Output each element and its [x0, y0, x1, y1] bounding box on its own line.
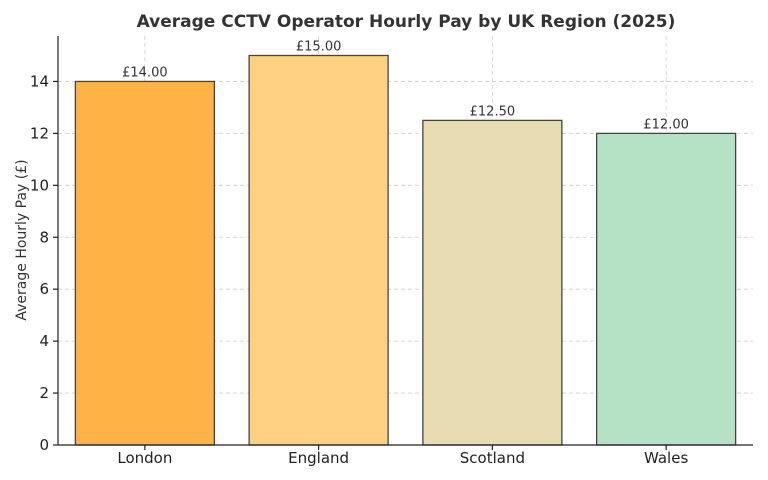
x-tick-label: London [117, 449, 172, 467]
chart-title: Average CCTV Operator Hourly Pay by UK R… [137, 12, 676, 32]
y-tick-label: 8 [39, 228, 49, 246]
data-label: £12.00 [643, 117, 689, 132]
data-label: £12.50 [470, 104, 516, 119]
y-tick-label: 10 [30, 176, 49, 194]
y-tick-label: 2 [39, 384, 49, 402]
bar-england [248, 54, 389, 446]
labels: 0 2 4 6 8 10 12 14 £14.00 London £15.00 England £12.… [30, 39, 689, 467]
x-tick-label: England [288, 449, 349, 467]
y-tick-label: 12 [30, 124, 49, 142]
data-label: £14.00 [122, 65, 168, 80]
bar-london [74, 80, 216, 446]
data-label: £15.00 [296, 39, 342, 54]
axes [53, 36, 753, 450]
bars [74, 54, 737, 446]
x-tick-label: Scotland [460, 449, 525, 467]
y-tick-label: 4 [39, 332, 49, 350]
bar-wales [595, 132, 737, 446]
bar-scotland [422, 119, 563, 446]
y-axis-label: Average Hourly Pay (£) [14, 159, 30, 320]
y-tick-label: 6 [39, 280, 49, 298]
y-tick-label: 0 [39, 436, 49, 454]
x-tick-label: Wales [644, 449, 688, 467]
y-tick-label: 14 [30, 72, 49, 90]
